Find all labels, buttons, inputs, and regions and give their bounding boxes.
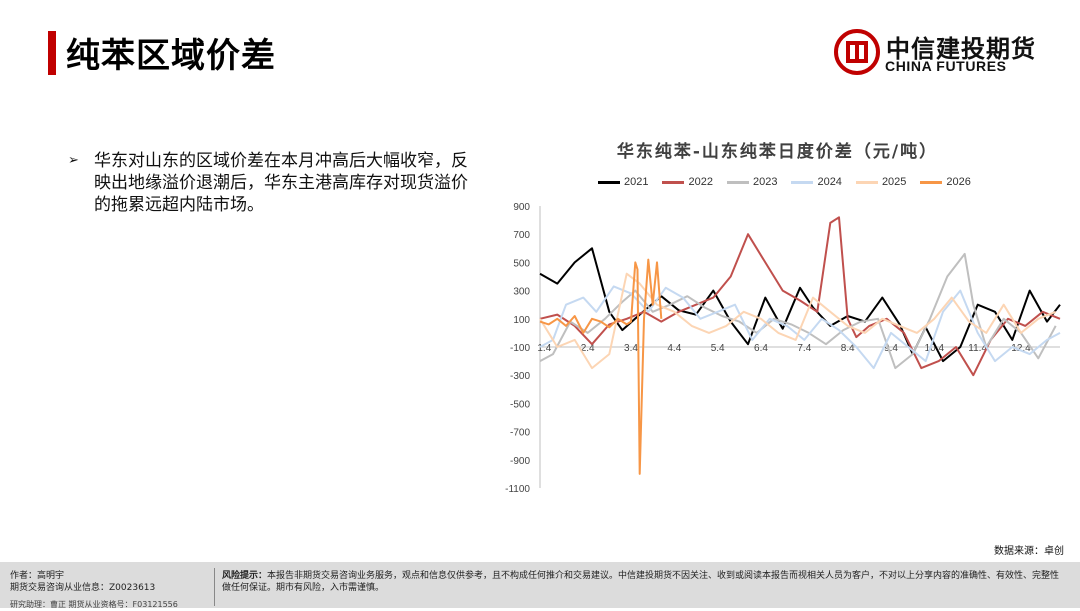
y-tick-label: 900 [513,202,530,213]
y-tick-label: -500 [510,399,530,410]
legend-swatch [791,180,814,184]
series-line-2025 [539,272,1057,370]
legend-label: 2025 [881,176,907,188]
risk-label: 风险提示： [222,571,268,581]
y-tick-label: -900 [510,456,530,467]
logo-english-name: CHINA FUTURES [885,58,1007,74]
y-tick-label: 500 [513,258,530,269]
legend-swatch [855,180,878,184]
bullet-text: 华东对山东的区域价差在本月冲高后大幅收窄，反映出地缘溢价退潮后，华东主港高库存对… [94,151,468,215]
x-tick-label: 3.4 [624,343,638,354]
y-tick-label: -100 [510,343,530,354]
assistant-info: 研究助理：曹正 期货从业资格号：F03121556 [10,600,178,609]
legend-item-2024: 2024 [791,174,842,190]
chart-title: 华东纯苯-山东纯苯日度价差（元/吨） [616,142,939,162]
arrow-bullet-icon: ➢ [68,153,79,168]
x-tick-label: 8.4 [841,343,855,354]
legend-label: 2023 [752,176,778,188]
footer-author-block: 作者：高明宇 期货交易咨询从业信息：Z0023613 [10,570,155,594]
series-line-2022 [539,216,1061,377]
x-tick-label: 12.4 [1011,343,1031,354]
x-tick-label: 6.4 [754,343,768,354]
legend-item-2022: 2022 [662,174,713,190]
legend-label: 2024 [817,176,842,188]
legend-item-2023: 2023 [726,174,778,190]
line-chart: 900 700 500 300 100 -100 -300 -500 -700 -900 -1100… [505,202,1061,495]
data-source: 数据来源：卓创 [994,546,1064,557]
x-tick-label: 1.4 [537,343,551,354]
x-tick-label: 11.4 [968,343,987,354]
author: 作者：高明宇 [10,571,65,581]
x-tick-label: 2.4 [581,343,595,354]
logo-chinese-name: 中信建投期货 [886,35,1036,63]
legend-item-2021: 2021 [598,174,648,190]
legend-label: 2026 [946,176,971,188]
y-tick-label: -1100 [505,484,530,495]
legend-label: 2021 [624,176,649,188]
license-info: 期货交易咨询从业信息：Z0023613 [10,583,156,593]
y-tick-label: 300 [513,287,530,298]
risk-text: 本报告非期货交易咨询业务服务，观点和信息仅供参考，且不构成任何推介和交易建议。中… [222,571,1060,593]
logo-emblem-icon [834,29,880,75]
company-logo: 中信建投期货 CHINA FUTURES [834,27,1036,83]
page-title: 纯苯区域价差 [66,36,276,76]
legend-swatch [662,180,685,184]
x-tick-label: 7.4 [797,343,811,354]
y-tick-label: -300 [510,371,530,382]
footer: 作者：高明宇 期货交易咨询从业信息：Z0023613 研究助理：曹正 期货从业资… [0,562,1080,609]
bullet-point: ➢ 华东对山东的区域价差在本月冲高后大幅收窄，反映出地缘溢价退潮后，华东主港高库… [68,150,478,216]
y-tick-label: 700 [513,230,530,241]
legend-swatch [726,180,749,184]
legend-item-2026: 2026 [920,174,971,190]
legend-swatch [598,180,620,184]
footer-divider [214,568,215,606]
title-accent-bar [48,31,56,75]
x-tick-label: 10.4 [925,343,945,354]
legend-label: 2022 [688,176,713,188]
series-line-2026 [539,258,663,475]
x-tick-label: 5.4 [711,343,725,354]
chart-legend: 2021 2022 2023 2024 2025 2026 [598,174,971,190]
legend-swatch [920,180,943,184]
y-tick-label: 100 [513,315,530,326]
x-tick-label: 9.4 [884,343,898,354]
y-tick-label: -700 [510,428,530,439]
x-tick-label: 4.4 [667,343,681,354]
legend-item-2025: 2025 [855,174,907,190]
risk-warning: 风险提示：本报告非期货交易咨询业务服务，观点和信息仅供参考，且不构成任何推介和交… [222,570,1062,594]
